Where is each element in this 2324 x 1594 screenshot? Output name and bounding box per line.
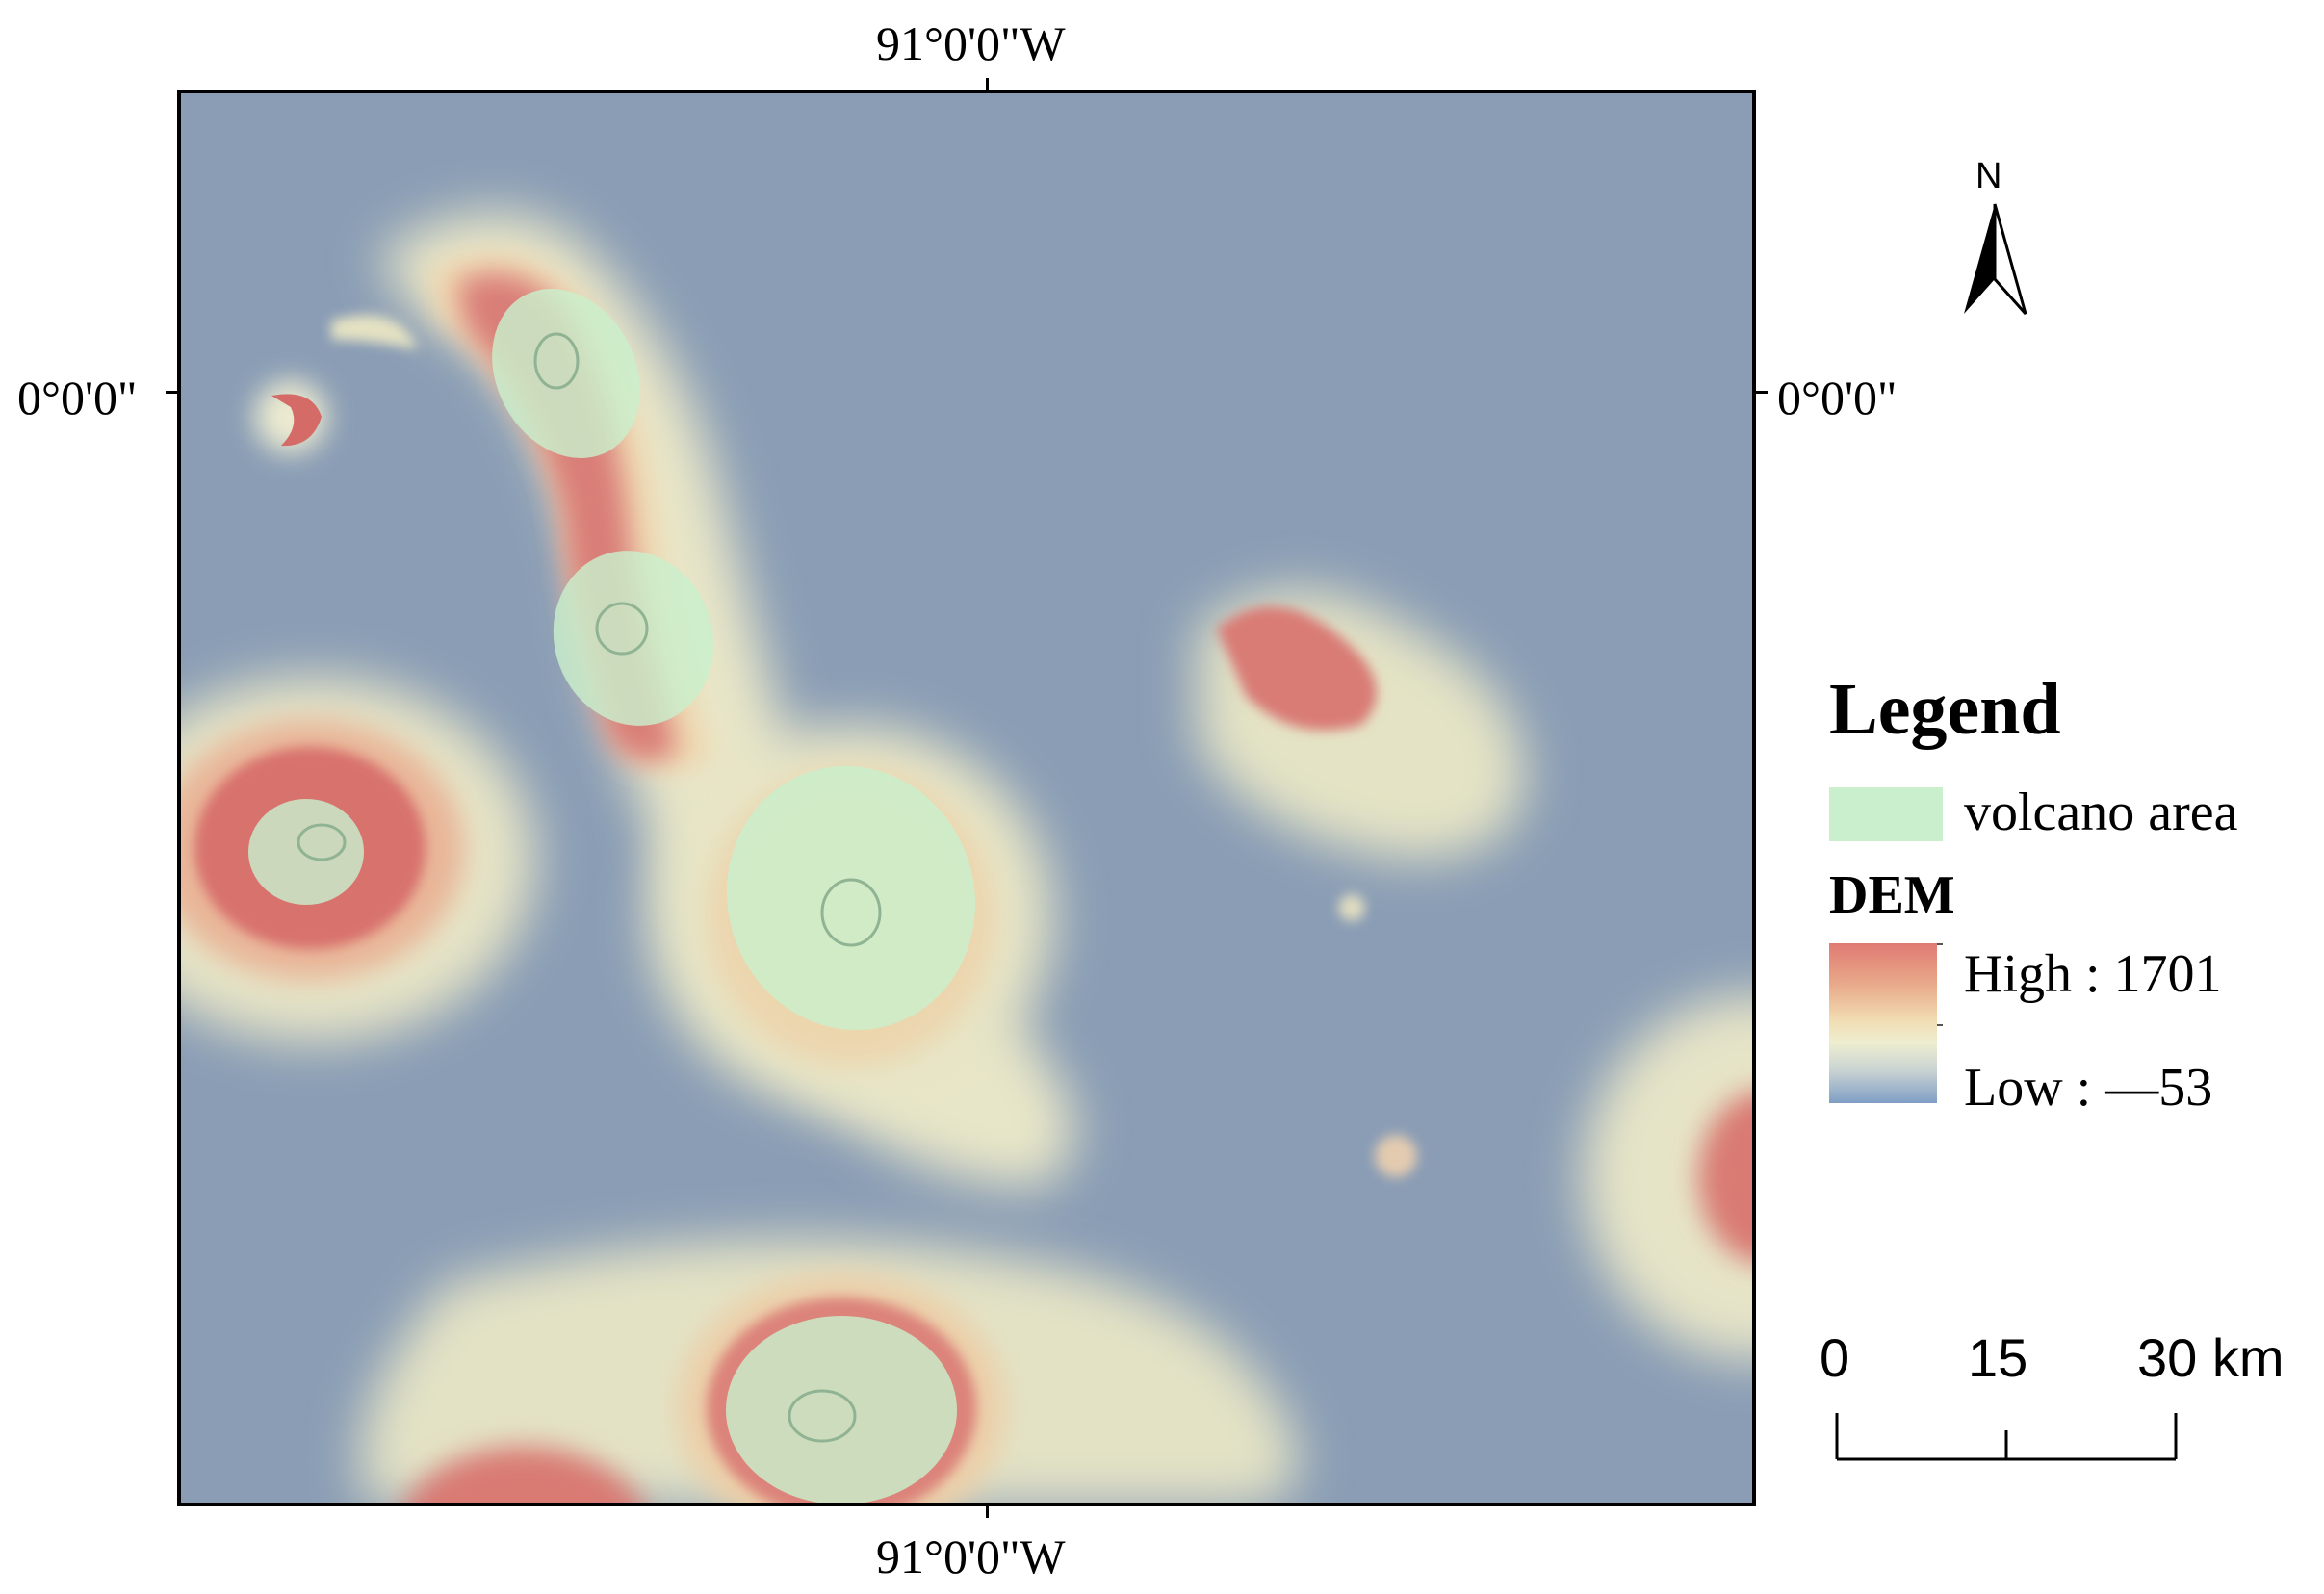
longitude-label-top: 91°0'0"W [876,16,1066,70]
latitude-label-left: 0°0'0" [17,371,138,424]
legend-title: Legend [1829,669,2061,750]
north-label: N [1975,156,2002,196]
island-east [1198,590,1525,860]
islet-2 [1375,1135,1417,1177]
latitude-label-right: 0°0'0" [1777,371,1898,424]
volcano-area-2 [553,551,714,726]
volcano-area-4 [727,765,975,1031]
volcano-area-3 [248,799,364,905]
volcano-area-1 [492,289,640,458]
scale-label-30: 30 km [2137,1327,2285,1388]
volcano-areas [248,289,975,1504]
scale-label-15: 15 [1968,1327,2028,1388]
volcano-legend-label: volcano area [1964,783,2238,842]
volcano-swatch [1829,787,1943,841]
islet-1 [1338,894,1365,921]
dem-map-canvas [177,90,1756,1506]
island-west-small [254,380,327,453]
tick-left [166,391,179,394]
north-arrow-icon [1964,203,2027,315]
dem-title: DEM [1829,865,1955,925]
tick-bottom [986,1504,989,1518]
volcano-area-5 [726,1316,957,1504]
map-frame-border [177,90,1756,1506]
longitude-label-bottom: 91°0'0"W [876,1530,1066,1583]
calderas [297,332,882,1443]
tick-right [1754,391,1768,394]
tick-top [986,78,989,91]
scale-label-0: 0 [1820,1327,1850,1388]
island-far-east [1583,994,1756,1360]
dem-ramp-tick-top [1937,943,1943,945]
dem-map[interactable] [166,78,1768,1518]
scale-bar [1835,1413,2178,1461]
dem-color-ramp [1829,943,1937,1103]
dem-high-label: High : 1701 [1964,944,2222,1004]
dem-low-label: Low : —53 [1964,1058,2213,1118]
dem-ramp-tick-mid [1937,1024,1943,1026]
